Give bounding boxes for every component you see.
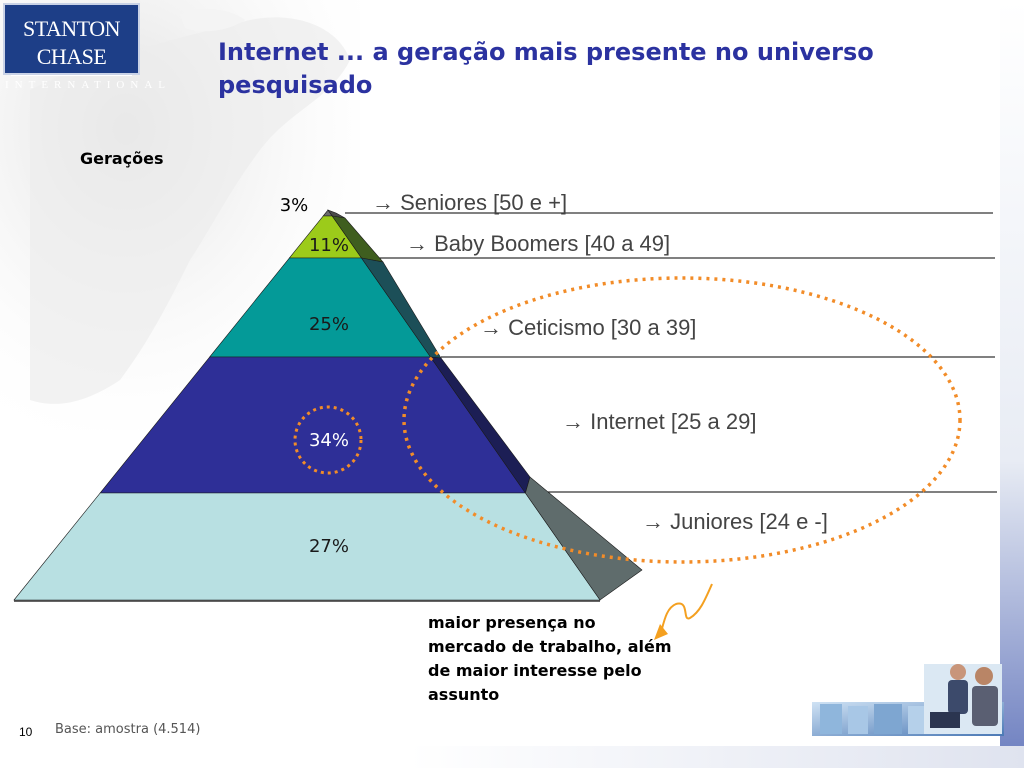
people-photo [812,664,1004,736]
segment-value-label: 11% [309,235,349,256]
pyramid-segment [99,356,526,494]
pyramid-segment [13,492,601,601]
world-map-background [0,0,360,430]
segment-value-label: 25% [309,314,349,335]
highlight-ellipse [402,276,962,564]
segment-category-label: → Baby Boomers [40 a 49] [406,231,670,256]
segment-value-label: 27% [309,536,349,557]
segment-category-label: → Ceticismo [30 a 39] [480,315,696,340]
right-gradient-band [1000,0,1024,768]
base-note: Base: amostra (4.514) [55,722,201,737]
callout-arrow [659,583,713,637]
highlight-circle [293,405,363,475]
segment-category-label: → Seniores [50 e +] [372,190,567,215]
callout-arrowhead [654,624,668,640]
page-title: Internet ... a geração mais presente no … [218,38,874,99]
segment-value-label: 34% [309,430,349,451]
callout-text: maior presença no mercado de trabalho, a… [428,613,672,704]
segment-category-label: → Internet [25 a 29] [562,409,756,434]
logo-subtitle: INTERNATIONAL [5,79,171,91]
page-number: 10 [19,725,33,739]
segment-value-label: 3% [280,195,309,216]
bottom-gradient-band [0,746,1024,768]
segment-category-label: → Juniores [24 e -] [642,509,828,534]
section-label: Gerações [80,149,164,168]
company-logo: STANTON CHASE INTERNATIONAL [3,3,165,91]
logo-name: STANTON CHASE [22,16,121,69]
pyramid-side-face [525,476,643,601]
logo-rule [11,75,132,76]
